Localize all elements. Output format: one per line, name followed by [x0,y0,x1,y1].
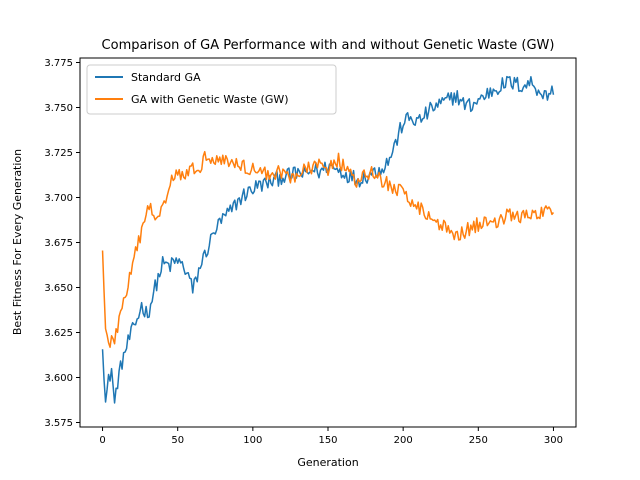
y-axis: 3.575 3.600 3.625 3.650 3.675 3.700 3.725 3.750… [44,58,80,429]
legend-box [86,64,337,115]
x-axis-title: Generation [297,456,358,469]
x-axis: 0 50 100 150 200 250 300 [99,427,563,446]
legend: Standard GA GA with Genetic Waste (GW) [86,64,337,115]
y-tick-label: 3.700 [44,193,73,204]
x-tick-label: 0 [99,435,105,446]
x-tick-label: 300 [544,435,563,446]
x-tick-label: 100 [243,435,262,446]
y-tick-label: 3.750 [44,103,73,114]
y-tick-label: 3.625 [44,328,73,339]
y-tick-label: 3.675 [44,238,73,249]
series-line-ga-genetic-waste [101,150,555,349]
y-tick-label: 3.600 [44,373,73,384]
legend-label-ga-gw: GA with Genetic Waste (GW) [131,93,289,106]
chart-title: Comparison of GA Performance with and wi… [102,38,555,53]
y-tick-label: 3.650 [44,283,73,294]
legend-label-standard-ga: Standard GA [131,71,201,84]
x-tick-label: 150 [318,435,337,446]
x-tick-label: 250 [469,435,488,446]
series-layer [101,75,555,404]
y-tick-label: 3.575 [44,418,73,429]
x-tick-label: 50 [171,435,184,446]
y-tick-label: 3.775 [44,58,73,69]
series-line-standard-ga [101,75,555,404]
x-tick-label: 200 [394,435,413,446]
y-tick-label: 3.725 [44,148,73,159]
y-axis-title: Best Fitness For Every Generation [11,149,24,335]
